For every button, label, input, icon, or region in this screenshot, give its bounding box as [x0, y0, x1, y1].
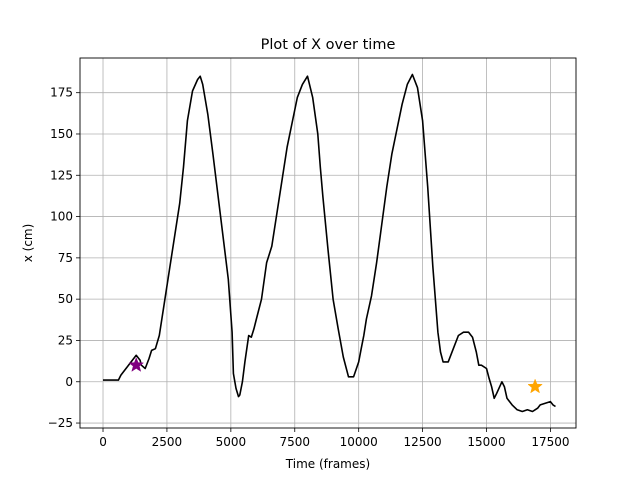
chart-title: Plot of X over time [261, 37, 396, 53]
x-tick-label: 0 [99, 435, 107, 449]
x-tick-label: 15000 [467, 435, 505, 449]
plot-frame [79, 57, 577, 429]
x-tick-label: 10000 [340, 435, 378, 449]
x-tick-label: 5000 [216, 435, 247, 449]
star-marker-2 [527, 378, 543, 394]
y-tick-label: 150 [50, 127, 73, 141]
series-line [103, 73, 556, 413]
x-tick-label: 17500 [531, 435, 569, 449]
x-axis-label: Time (frames) [285, 457, 370, 471]
y-axis-label: x (cm) [21, 224, 35, 263]
y-tick-label: −25 [48, 416, 73, 430]
x-tick-label: 7500 [279, 435, 310, 449]
x-tick-label: 12500 [404, 435, 442, 449]
marker-layer [128, 356, 543, 394]
y-tick-label: 0 [65, 375, 73, 389]
y-tick-label: 175 [50, 86, 73, 100]
y-tick-label: 25 [58, 333, 73, 347]
y-tick-label: 50 [58, 292, 73, 306]
y-ticks: −25 0 25 50 75 100 125 150 175 [48, 86, 80, 430]
x-tick-label: 2500 [152, 435, 183, 449]
series-layer [103, 73, 556, 413]
x-ticks: 0 2500 5000 7500 10000 12500 15000 17500 [99, 428, 570, 449]
y-tick-label: 125 [50, 168, 73, 182]
y-tick-label: 75 [58, 251, 73, 265]
star-marker-1 [128, 356, 145, 372]
y-tick-label: 100 [50, 210, 73, 224]
